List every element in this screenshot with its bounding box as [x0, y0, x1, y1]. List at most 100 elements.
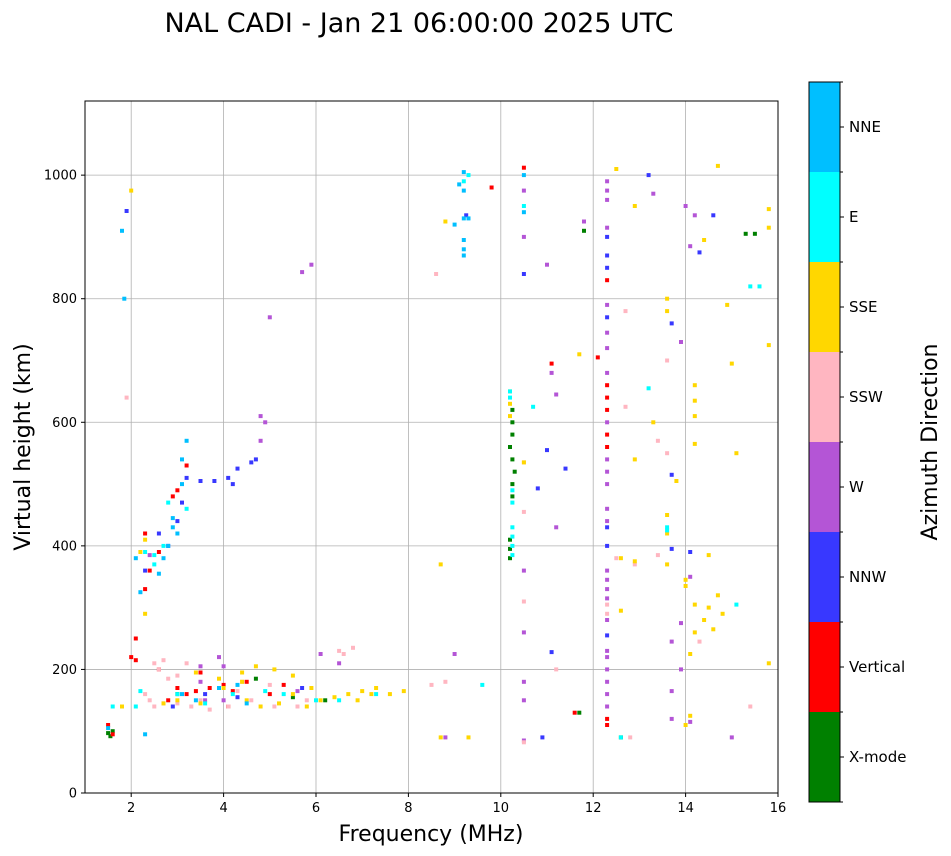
data-point [711, 627, 716, 632]
data-point [480, 682, 485, 687]
data-point [605, 667, 610, 672]
data-point [230, 689, 235, 694]
colorbar-tick-label: SSE [849, 298, 878, 316]
data-point [605, 315, 610, 320]
data-point [665, 531, 670, 536]
data-point [152, 562, 157, 567]
data-point [692, 414, 697, 419]
data-point [226, 475, 231, 480]
data-point [545, 262, 549, 267]
data-point [443, 219, 448, 224]
colorbar-tick-label: E [849, 208, 858, 226]
data-point [272, 667, 277, 672]
data-point [692, 383, 697, 388]
data-point [184, 475, 189, 480]
data-point [198, 701, 203, 706]
data-point [401, 689, 406, 694]
data-point [341, 652, 346, 656]
colorbar-tick-label: NNW [849, 568, 886, 586]
data-point [766, 661, 771, 666]
data-point [175, 698, 180, 703]
data-point [267, 692, 272, 697]
data-point [605, 506, 610, 511]
data-point [235, 682, 240, 687]
data-point [669, 689, 674, 694]
data-point [156, 571, 161, 576]
data-point [679, 621, 683, 626]
data-point [766, 207, 771, 212]
data-point [235, 695, 240, 700]
data-point [226, 704, 231, 709]
data-point [766, 225, 771, 230]
data-point [554, 525, 559, 530]
data-point [175, 519, 180, 524]
data-point [221, 664, 226, 669]
data-point [605, 716, 610, 721]
data-point [180, 500, 184, 505]
x-axis: 2 4 6 8 10 12 14 16 [127, 793, 786, 816]
data-point [175, 488, 180, 493]
data-point [193, 698, 198, 703]
data-point [203, 698, 208, 703]
data-point [605, 618, 610, 622]
data-point [605, 330, 610, 335]
data-point [143, 568, 148, 573]
data-point [461, 170, 466, 175]
data-point [510, 494, 515, 499]
data-point [702, 238, 707, 242]
data-point [521, 210, 526, 215]
data-point [175, 531, 180, 536]
x-tick-label: 14 [677, 801, 694, 816]
data-point [152, 553, 157, 558]
data-point [198, 670, 203, 675]
data-point [510, 482, 515, 487]
data-point [263, 689, 268, 694]
data-point [605, 395, 610, 400]
data-marks [106, 163, 771, 745]
data-point [489, 185, 494, 190]
data-point [521, 188, 526, 193]
data-point [263, 420, 268, 425]
data-point [258, 704, 263, 709]
y-tick-label: 800 [52, 292, 77, 307]
data-point [665, 451, 670, 456]
data-point [665, 528, 670, 533]
data-point [688, 574, 693, 579]
x-tick-label: 4 [219, 801, 227, 816]
data-point [748, 284, 753, 289]
data-point [438, 735, 443, 740]
data-point [189, 704, 194, 709]
data-point [212, 479, 217, 483]
data-point [147, 568, 152, 573]
data-point [508, 401, 512, 406]
data-point [605, 633, 610, 638]
data-point [290, 692, 295, 697]
colorbar-label: Azimuth Direction [918, 343, 943, 540]
data-point [120, 704, 124, 709]
data-point [309, 262, 314, 267]
colorbar-segment [809, 622, 840, 712]
data-point [605, 407, 610, 412]
data-point [605, 692, 610, 697]
data-point [508, 389, 512, 394]
data-point [510, 543, 515, 548]
data-point [521, 460, 526, 465]
data-point [133, 556, 138, 561]
data-point [632, 562, 637, 567]
data-point [669, 716, 674, 721]
data-point [253, 676, 258, 681]
data-point [143, 537, 148, 542]
data-point [466, 735, 471, 740]
data-point [743, 231, 748, 236]
data-point [161, 543, 166, 548]
data-point [605, 370, 610, 375]
data-point [521, 740, 526, 745]
data-point [443, 735, 448, 740]
data-point [180, 692, 184, 697]
data-point [152, 661, 157, 666]
data-point [646, 173, 651, 178]
data-point [697, 639, 702, 644]
data-point [549, 650, 554, 655]
data-point [108, 734, 113, 739]
